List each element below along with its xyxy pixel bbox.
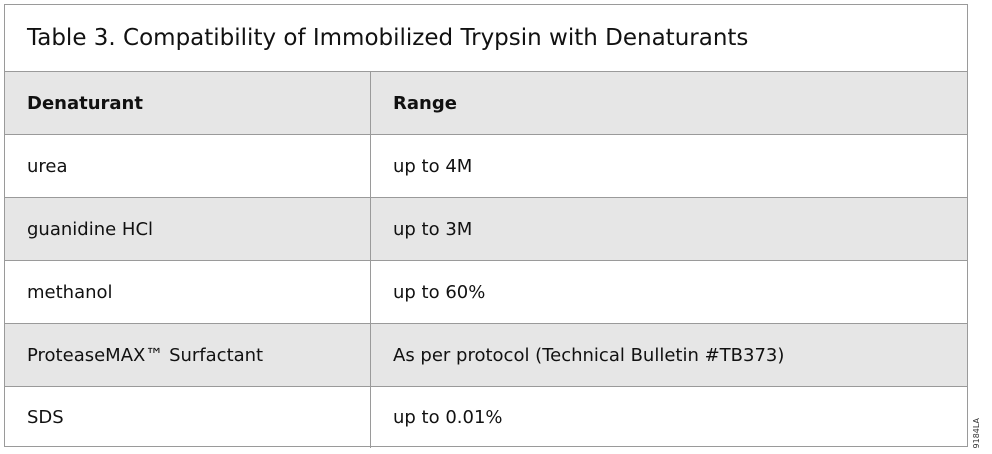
header-range: Range	[393, 92, 457, 114]
denaturant-cell: methanol	[5, 261, 371, 323]
range-cell: up to 4M	[393, 155, 473, 177]
table-row: methanol up to 60%	[5, 261, 967, 324]
table-header-row: Denaturant Range	[5, 72, 967, 135]
table-title: Table 3. Compatibility of Immobilized Tr…	[5, 5, 967, 72]
table-row: guanidine HCl up to 3M	[5, 198, 967, 261]
denaturant-cell: SDS	[5, 387, 371, 448]
denaturant-cell: ProteaseMAX™ Surfactant	[5, 324, 371, 386]
header-denaturant: Denaturant	[5, 72, 371, 134]
range-cell: up to 3M	[393, 218, 473, 240]
range-cell: up to 60%	[393, 281, 486, 303]
range-cell: As per protocol (Technical Bulletin #TB3…	[393, 344, 785, 366]
denaturant-cell: guanidine HCl	[5, 198, 371, 260]
table-row: urea up to 4M	[5, 135, 967, 198]
denaturant-cell: urea	[5, 135, 371, 197]
table-row: ProteaseMAX™ Surfactant As per protocol …	[5, 324, 967, 387]
figure-code: 9184LA	[972, 418, 981, 449]
range-cell: up to 0.01%	[393, 407, 503, 428]
table-row: SDS up to 0.01%	[5, 387, 967, 448]
denaturant-table: Table 3. Compatibility of Immobilized Tr…	[4, 4, 968, 448]
